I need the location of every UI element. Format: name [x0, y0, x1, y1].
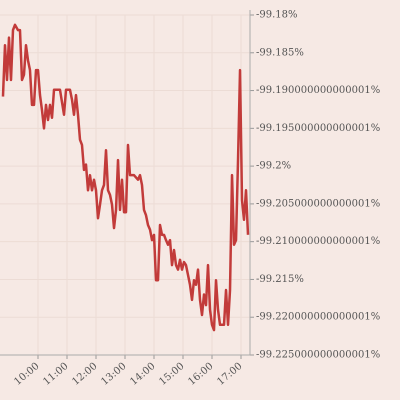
y-tick-label: -99.18% [256, 10, 298, 21]
line [1, 23, 250, 332]
y-tick-label: -99.190000000000001% [256, 85, 380, 96]
y-tick-label: -99.220000000000001% [256, 312, 380, 323]
y-tick-label: -99.215% [256, 274, 304, 285]
y-tick-label: -99.195000000000001% [256, 123, 380, 134]
y-tick-label: -99.2% [256, 161, 291, 172]
y-tick-label: -99.185% [256, 47, 304, 58]
y-tick-label: -99.210000000000001% [256, 236, 380, 247]
y-tick-label: -99.225000000000001% [256, 350, 380, 361]
y-tick-label: -99.205000000000001% [256, 198, 380, 209]
